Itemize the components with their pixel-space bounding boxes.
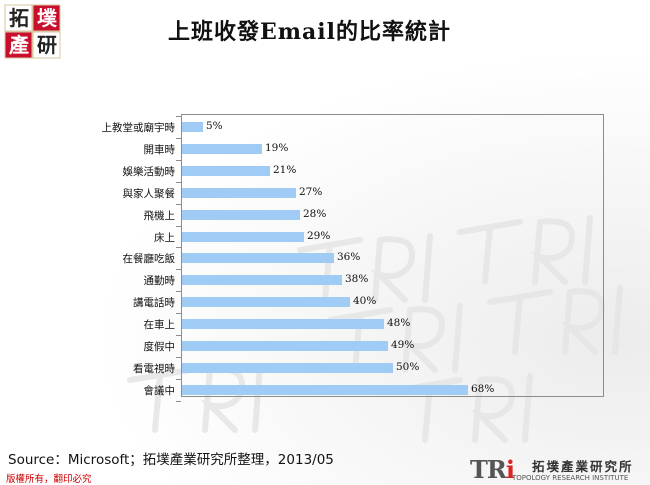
logo-char: 拓 xyxy=(9,6,29,30)
category-label: 在車上 xyxy=(143,319,176,331)
data-label: 49% xyxy=(391,339,415,351)
brand-tri-letters: TR xyxy=(470,455,507,484)
bar xyxy=(182,188,296,198)
data-label: 28% xyxy=(303,208,327,220)
category-label: 會議中 xyxy=(143,385,176,397)
data-label: 29% xyxy=(307,230,331,242)
bar xyxy=(182,122,203,132)
axis-tick xyxy=(176,269,181,270)
category-label: 講電話時 xyxy=(133,297,175,309)
brand-name-zh: 拓墣產業研究所 xyxy=(532,459,634,474)
axis-tick xyxy=(176,401,181,402)
axis-tick xyxy=(176,116,181,117)
data-label: 27% xyxy=(299,186,323,198)
source-note: Source：Microsoft；拓墣產業研究所整理，2013/05 xyxy=(8,452,334,468)
brand-tri-i: i xyxy=(505,455,515,484)
axis-tick xyxy=(176,138,181,139)
bar xyxy=(182,341,388,351)
brand-logo: 拓 墣 產 研 xyxy=(4,4,62,60)
brand-name-en: TOPOLOGY RESEARCH INSTITUTE xyxy=(512,474,629,482)
bar xyxy=(182,144,262,154)
bar xyxy=(182,385,468,395)
data-label: 50% xyxy=(396,361,420,373)
data-label: 5% xyxy=(206,120,223,132)
category-label: 在餐廳吃飯 xyxy=(122,253,176,265)
category-label: 娛樂活動時 xyxy=(122,166,176,178)
data-label: 68% xyxy=(471,383,495,395)
footer-brand-logo: TRi 拓墣產業研究所 TOPOLOGY RESEARCH INSTITUTE xyxy=(470,455,646,484)
category-label: 通勤時 xyxy=(143,275,176,287)
bar xyxy=(182,232,304,242)
logo-char: 產 xyxy=(9,33,29,57)
axis-tick xyxy=(176,182,181,183)
chart-plot-area xyxy=(181,114,604,397)
data-label: 40% xyxy=(353,295,377,307)
data-label: 21% xyxy=(273,164,297,176)
axis-tick xyxy=(176,335,181,336)
logo-char: 墣 xyxy=(37,6,57,30)
bar xyxy=(182,297,350,307)
category-label: 度假中 xyxy=(143,341,176,353)
page-title: 上班收發Email的比率統計 xyxy=(168,19,452,45)
axis-tick xyxy=(176,379,181,380)
axis-tick xyxy=(176,291,181,292)
bar xyxy=(182,275,342,285)
category-label: 上教堂或廟宇時 xyxy=(101,122,176,134)
data-label: 38% xyxy=(345,273,369,285)
category-label: 開車時 xyxy=(143,144,176,156)
category-label: 與家人聚餐 xyxy=(122,188,176,200)
axis-tick xyxy=(176,247,181,248)
axis-tick xyxy=(176,357,181,358)
axis-tick xyxy=(176,226,181,227)
brand-tri-mark: TRi xyxy=(470,455,515,484)
category-label: 床上 xyxy=(154,232,175,244)
category-label: 看電視時 xyxy=(133,363,175,375)
copyright-note: 版權所有，翻印必究 xyxy=(6,474,92,485)
bar xyxy=(182,253,334,263)
logo-frame-icon xyxy=(4,4,61,59)
axis-tick xyxy=(176,204,181,205)
bar xyxy=(182,210,300,220)
logo-char: 研 xyxy=(37,33,57,57)
axis-tick xyxy=(176,313,181,314)
data-label: 36% xyxy=(337,251,361,263)
bar xyxy=(182,363,393,373)
bar xyxy=(182,166,270,176)
axis-tick xyxy=(176,160,181,161)
data-label: 19% xyxy=(265,142,289,154)
data-label: 48% xyxy=(387,317,411,329)
category-label: 飛機上 xyxy=(143,210,176,222)
bar xyxy=(182,319,384,329)
